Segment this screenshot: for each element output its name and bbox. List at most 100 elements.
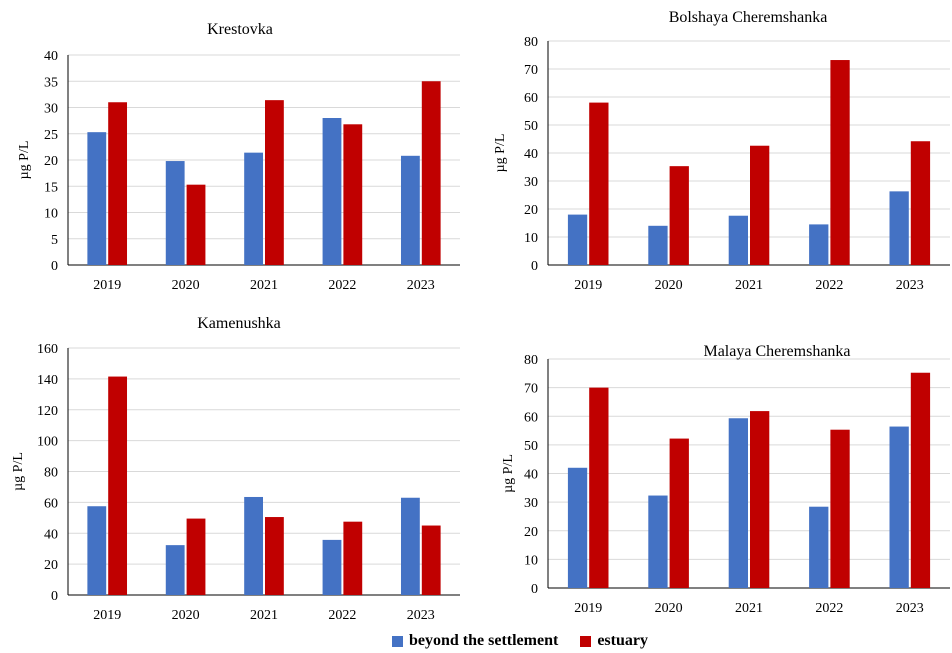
bar-estuary-2022 [830, 429, 850, 588]
chart-title: Malaya Cheremshanka [703, 343, 850, 360]
bar-beyond-the-settlement-2019 [567, 467, 588, 588]
bar-beyond-the-settlement-2022 [322, 118, 342, 265]
x-tick-label: 2019 [93, 278, 121, 293]
x-tick-label: 2023 [896, 601, 924, 616]
bar-estuary-2021 [750, 411, 770, 588]
y-tick-label: 50 [524, 119, 538, 134]
bar-beyond-the-settlement-2023 [400, 497, 420, 595]
legend-item-beyond-the-settlement: beyond the settlement [392, 632, 558, 650]
bar-beyond-the-settlement-2021 [244, 152, 263, 265]
y-tick-label: 40 [524, 147, 538, 162]
bar-estuary-2020 [186, 518, 206, 595]
legend-item-estuary: estuary [580, 632, 648, 650]
legend-swatch-beyond-the-settlement [392, 635, 403, 647]
bar-estuary-2020 [669, 166, 689, 265]
y-tick-label: 80 [524, 353, 538, 368]
bar-beyond-the-settlement-2021 [728, 418, 748, 588]
legend-label-beyond-the-settlement: beyond the settlement [409, 632, 559, 649]
x-tick-label: 2021 [735, 601, 763, 616]
bar-estuary-2019 [589, 387, 609, 588]
y-tick-label: 40 [44, 527, 58, 542]
y-tick-label: 10 [524, 553, 538, 568]
y-axis-label: µg P/L [11, 452, 26, 491]
bar-estuary-2019 [108, 376, 128, 595]
y-tick-label: 20 [44, 154, 58, 169]
x-tick-label: 2021 [250, 608, 278, 623]
y-tick-label: 70 [524, 63, 538, 78]
legend-swatch-estuary [580, 635, 592, 647]
y-tick-label: 60 [44, 496, 58, 511]
bar-beyond-the-settlement-2019 [87, 506, 107, 595]
y-tick-label: 30 [44, 102, 58, 117]
bar-estuary-2022 [343, 521, 363, 595]
y-tick-label: 140 [37, 373, 58, 388]
chart-title: Bolshaya Cheremshanka [669, 9, 828, 26]
x-tick-label: 2022 [328, 278, 356, 293]
y-axis-label: µg P/L [493, 134, 508, 173]
bar-beyond-the-settlement-2022 [809, 224, 829, 265]
bar-estuary-2021 [750, 145, 770, 265]
bar-estuary-2023 [910, 141, 931, 265]
x-tick-label: 2020 [655, 601, 683, 616]
bar-estuary-2023 [910, 372, 931, 588]
bar-beyond-the-settlement-2020 [165, 545, 185, 595]
y-tick-label: 20 [524, 525, 538, 540]
bar-beyond-the-settlement-2023 [889, 191, 909, 265]
x-tick-label: 2021 [735, 278, 763, 293]
y-tick-label: 0 [51, 589, 58, 604]
bar-beyond-the-settlement-2020 [648, 495, 668, 588]
x-tick-label: 2022 [328, 608, 356, 623]
bar-estuary-2022 [830, 60, 850, 265]
bar-estuary-2021 [265, 517, 284, 595]
bar-estuary-2023 [421, 525, 441, 595]
x-tick-label: 2020 [172, 608, 200, 623]
x-tick-label: 2022 [815, 278, 843, 293]
bar-estuary-2022 [343, 124, 363, 265]
legend: beyond the settlement estuary [392, 630, 670, 652]
y-tick-label: 10 [44, 207, 58, 222]
bar-beyond-the-settlement-2023 [889, 426, 909, 588]
y-tick-label: 50 [524, 439, 538, 454]
y-tick-label: 20 [524, 203, 538, 218]
chart-panel-3: 0 20 40 60 80 100 120 140 160 2019 2020 2021 2022 202… [11, 315, 460, 623]
y-tick-label: 80 [524, 35, 538, 50]
y-tick-label: 0 [51, 259, 58, 274]
y-tick-label: 15 [44, 180, 58, 195]
bar-beyond-the-settlement-2022 [809, 506, 829, 588]
x-tick-label: 2022 [815, 601, 843, 616]
y-tick-label: 40 [44, 49, 58, 64]
chart-title: Kamenushka [197, 315, 281, 332]
y-tick-label: 25 [44, 128, 58, 143]
bar-estuary-2019 [589, 102, 609, 265]
y-tick-label: 70 [524, 382, 538, 397]
bar-beyond-the-settlement-2023 [400, 155, 420, 265]
x-tick-label: 2023 [896, 278, 924, 293]
y-tick-label: 30 [524, 496, 538, 511]
y-tick-label: 0 [531, 259, 538, 274]
bar-beyond-the-settlement-2020 [165, 161, 185, 265]
y-tick-label: 160 [37, 342, 58, 357]
y-tick-label: 80 [44, 466, 58, 481]
x-tick-label: 2023 [407, 608, 435, 623]
x-tick-label: 2019 [93, 608, 121, 623]
bar-beyond-the-settlement-2019 [567, 214, 588, 265]
chart-panel-4: 0 10 20 30 40 50 60 70 80 2019 2020 2021 2022 2023 Mal… [501, 343, 950, 616]
bar-estuary-2021 [265, 100, 284, 266]
bar-estuary-2020 [669, 438, 689, 588]
x-tick-label: 2020 [172, 278, 200, 293]
bar-beyond-the-settlement-2020 [648, 225, 668, 265]
y-tick-label: 40 [524, 468, 538, 483]
y-tick-label: 35 [44, 75, 58, 90]
x-tick-label: 2019 [574, 601, 602, 616]
y-tick-label: 60 [524, 410, 538, 425]
y-axis-label: µg P/L [501, 454, 516, 493]
x-tick-label: 2019 [574, 278, 602, 293]
chart-title: Krestovka [207, 21, 273, 38]
bar-estuary-2019 [108, 102, 128, 265]
bar-estuary-2023 [421, 81, 441, 265]
bar-beyond-the-settlement-2019 [87, 132, 107, 265]
y-tick-label: 120 [37, 404, 58, 419]
y-tick-label: 10 [524, 231, 538, 246]
y-tick-label: 5 [51, 233, 58, 248]
y-tick-label: 60 [524, 91, 538, 106]
